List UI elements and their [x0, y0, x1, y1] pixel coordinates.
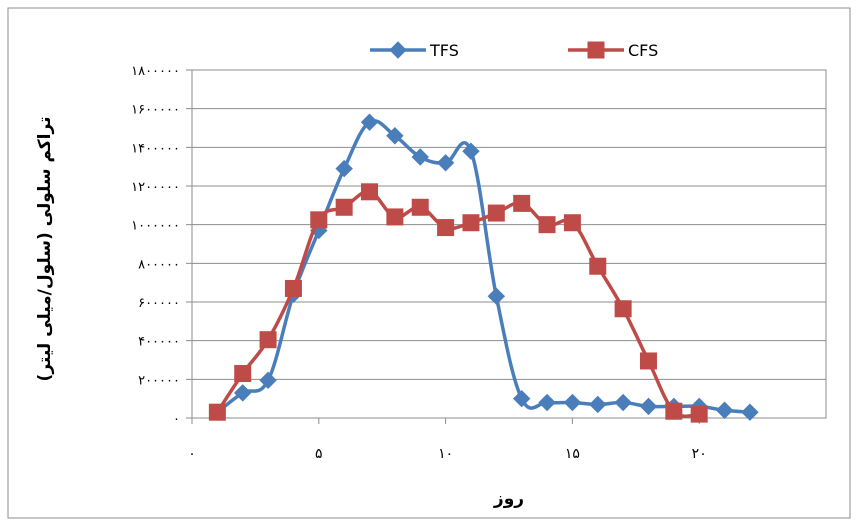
- data-point-tfs: [741, 403, 759, 421]
- data-point-tfs: [512, 389, 531, 408]
- data-point-tfs: [614, 393, 632, 412]
- data-point-cfs: [639, 352, 657, 370]
- y-tick-label: ۱۶۰۰۰۰۰: [131, 103, 180, 118]
- data-point-cfs: [259, 331, 277, 349]
- data-point-tfs: [411, 148, 429, 166]
- data-point-tfs: [360, 113, 379, 131]
- y-tick-label: ۴۰۰۰۰۰: [138, 335, 180, 350]
- data-point-tfs: [538, 393, 556, 412]
- legend-marker-cfs: [587, 41, 605, 59]
- data-point-cfs: [538, 216, 556, 234]
- y-axis-title: تراکم سلولی (سلول/میلی لیتر): [35, 117, 55, 382]
- legend-item-tfs: TFS: [370, 41, 459, 60]
- data-point-cfs: [589, 257, 607, 275]
- x-tick-label: ۰: [188, 446, 196, 462]
- x-tick-label: ۱۵: [565, 446, 580, 462]
- data-point-cfs: [284, 279, 302, 297]
- data-point-cfs: [462, 214, 480, 232]
- y-tick-label: ۱۲۰۰۰۰۰: [131, 180, 180, 195]
- data-point-cfs: [614, 300, 632, 318]
- data-point-tfs: [462, 142, 480, 160]
- data-point-cfs: [361, 183, 379, 201]
- data-point-cfs: [487, 204, 505, 222]
- y-tick-label: ۱۰۰۰۰۰۰: [131, 219, 180, 234]
- data-point-cfs: [234, 365, 252, 383]
- y-tick-label: ۱۸۰۰۰۰۰: [131, 64, 180, 79]
- data-point-cfs: [690, 405, 708, 423]
- data-point-cfs: [310, 211, 328, 229]
- y-tick-label: ۱۴۰۰۰۰۰: [131, 141, 180, 156]
- y-tick-label: ۸۰۰۰۰۰: [138, 257, 180, 272]
- data-point-tfs: [639, 397, 658, 416]
- x-tick-label: ۲۰: [692, 446, 707, 462]
- x-axis-title: روز: [493, 489, 524, 509]
- data-point-cfs: [563, 214, 581, 232]
- data-point-cfs: [411, 198, 429, 216]
- legend-label-cfs: CFS: [628, 41, 658, 60]
- data-point-tfs: [386, 127, 404, 145]
- legend-item-cfs: CFS: [568, 41, 658, 60]
- data-point-tfs: [487, 287, 506, 305]
- data-point-tfs: [715, 401, 734, 419]
- data-point-tfs: [259, 371, 277, 390]
- data-point-tfs: [436, 154, 455, 172]
- series-layer: [208, 113, 759, 423]
- y-tick-label: ۰: [173, 412, 180, 427]
- data-point-cfs: [437, 219, 455, 237]
- axes: ۰ ۲۰۰۰۰۰ ۴۰۰۰۰۰ ۶۰۰۰۰۰ ۸۰۰۰۰۰ ۱۰۰۰۰۰۰ ۱۲۰۰۰۰۰ ۱…: [131, 64, 827, 462]
- x-tick-label: ۱۰: [438, 446, 453, 462]
- data-point-tfs: [335, 159, 353, 178]
- data-point-cfs: [665, 402, 683, 420]
- plot-area-border: [191, 69, 827, 419]
- data-point-cfs: [513, 194, 531, 212]
- y-tick-label: ۶۰۰۰۰۰: [138, 296, 180, 311]
- data-point-tfs: [563, 393, 582, 412]
- legend: TFS CFS: [370, 41, 658, 60]
- data-point-cfs: [386, 208, 404, 226]
- legend-label-tfs: TFS: [429, 41, 459, 60]
- series-cfs: [208, 183, 708, 423]
- legend-marker-tfs: [389, 41, 407, 59]
- data-point-cfs: [335, 198, 353, 216]
- x-tick-label: ۵: [315, 446, 323, 462]
- data-point-tfs: [589, 395, 607, 414]
- data-point-cfs: [208, 403, 226, 421]
- data-point-tfs: [234, 384, 252, 402]
- y-tick-label: ۲۰۰۰۰۰: [138, 373, 180, 388]
